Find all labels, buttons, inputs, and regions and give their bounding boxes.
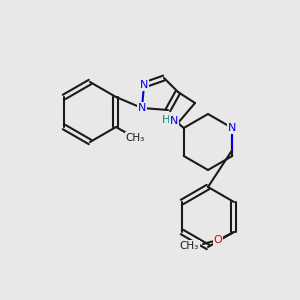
Text: N: N bbox=[228, 123, 236, 133]
Text: N: N bbox=[138, 103, 146, 113]
Text: N: N bbox=[170, 116, 178, 126]
Text: N: N bbox=[140, 80, 148, 90]
Text: CH₃: CH₃ bbox=[125, 133, 145, 143]
Text: H: H bbox=[162, 115, 170, 125]
Text: O: O bbox=[214, 235, 222, 245]
Text: CH₃: CH₃ bbox=[180, 241, 199, 251]
